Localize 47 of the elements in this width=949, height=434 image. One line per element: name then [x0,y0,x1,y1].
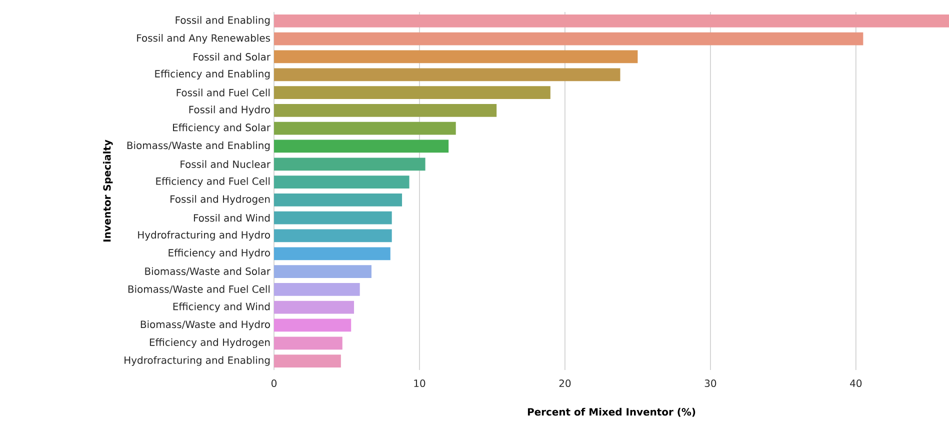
y-tick-label: Fossil and Enabling [176,16,270,26]
bar [274,265,372,278]
y-tick-label: Efficiency and Fuel Cell [156,177,270,187]
y-tick-label: Hydrofracturing and Enabling [124,356,270,366]
bar [274,176,410,188]
bar [274,32,864,46]
bar [274,247,390,260]
bar [274,229,392,242]
y-tick-label: Biomass/Waste and Hydro [140,320,270,330]
y-tick-label: Fossil and Fuel Cell [176,88,270,96]
bar [274,140,449,153]
y-tick-label: Fossil and Solar [194,52,270,61]
bar [274,86,550,99]
y-tick-label: Efficiency and Solar [173,124,271,134]
bar [274,211,392,224]
x-tick-label: 20 [559,380,571,388]
bar [274,104,497,117]
y-tick-label: Efficiency and Enabling [155,70,270,80]
y-tick-label: Efficiency and Hydrogen [150,338,270,348]
bar [274,300,354,314]
bar [274,50,638,64]
y-tick-label: Fossil and Hydro [189,106,270,116]
y-tick-label: Fossil and Any Renewables [137,34,270,44]
bar [274,158,426,171]
bar [274,193,402,206]
x-tick-label: 10 [414,380,426,388]
x-axis-title: Percent of Mixed Inventor (%) [528,408,696,417]
y-tick-label: Hydrofracturing and Hydro [138,230,270,241]
y-tick-label: Fossil and Wind [194,214,270,222]
y-tick-label: Efficiency and Wind [173,302,270,312]
y-tick-label: Biomass/Waste and Enabling [127,141,270,152]
y-tick-label: Biomass/Waste and Solar [145,267,270,276]
x-tick-label: 40 [850,380,862,388]
y-tick-label: Fossil and Hydrogen [170,195,270,205]
bar [274,68,620,82]
y-tick-label: Fossil and Nuclear [180,160,270,168]
bar [274,318,352,332]
x-tick-label: 0 [271,380,277,388]
y-tick-label: Biomass/Waste and Fuel Cell [128,285,270,294]
bar [274,282,360,296]
bar [274,122,456,135]
bar [274,354,341,368]
x-tick-label: 30 [704,380,716,388]
y-tick-label: Efficiency and Hydro [168,248,270,258]
bar [274,336,342,350]
bar [274,14,949,28]
y-axis-title: Inventor Specialty [103,140,113,242]
